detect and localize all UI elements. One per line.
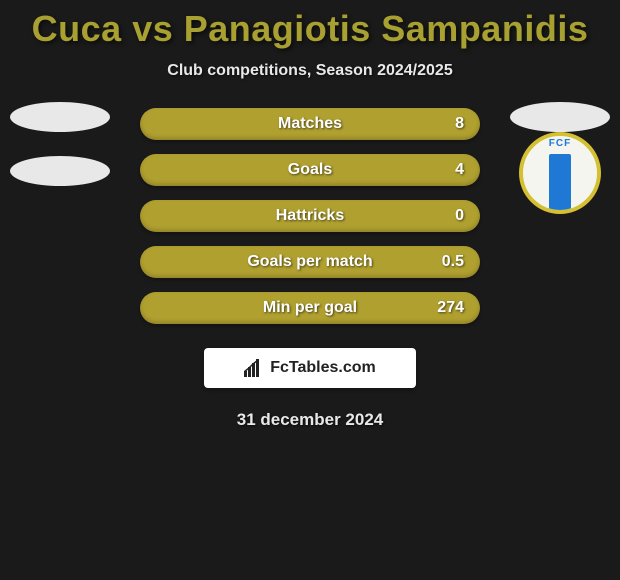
page-title: Cuca vs Panagiotis Sampanidis xyxy=(0,8,620,50)
stat-bar: Goals per match 0.5 xyxy=(140,246,480,278)
stat-value: 0.5 xyxy=(442,253,464,271)
stat-label: Hattricks xyxy=(276,207,344,225)
stat-label: Goals per match xyxy=(247,253,372,271)
stat-value: 0 xyxy=(455,207,464,225)
avatar-placeholder xyxy=(510,102,610,132)
subtitle: Club competitions, Season 2024/2025 xyxy=(0,62,620,80)
comparison-card: Cuca vs Panagiotis Sampanidis Club compe… xyxy=(0,0,620,430)
branding-box[interactable]: FcTables.com xyxy=(204,348,416,388)
stat-label: Min per goal xyxy=(263,299,357,317)
stat-bar: Goals 4 xyxy=(140,154,480,186)
right-player-avatars: FCF xyxy=(510,102,610,214)
stat-bar: Min per goal 274 xyxy=(140,292,480,324)
left-player-avatars xyxy=(10,102,110,186)
stat-bar: Hattricks 0 xyxy=(140,200,480,232)
branding-text: FcTables.com xyxy=(270,359,376,377)
avatar-placeholder xyxy=(10,156,110,186)
stat-value: 4 xyxy=(455,161,464,179)
stat-value: 274 xyxy=(437,299,464,317)
club-badge-text: FCF xyxy=(523,138,597,149)
club-badge: FCF xyxy=(519,132,601,214)
avatar-placeholder xyxy=(10,102,110,132)
club-badge-inner: FCF xyxy=(523,136,597,210)
stat-value: 8 xyxy=(455,115,464,133)
stats-area: FCF Matches 8 Goals 4 Hattricks 0 Goals per ma… xyxy=(0,108,620,324)
club-badge-stripe xyxy=(549,154,571,214)
stat-bars: Matches 8 Goals 4 Hattricks 0 Goals per match 0… xyxy=(140,108,480,324)
stat-label: Matches xyxy=(278,115,342,133)
date-text: 31 december 2024 xyxy=(0,410,620,430)
stat-label: Goals xyxy=(288,161,332,179)
stat-bar: Matches 8 xyxy=(140,108,480,140)
chart-icon xyxy=(244,359,264,377)
